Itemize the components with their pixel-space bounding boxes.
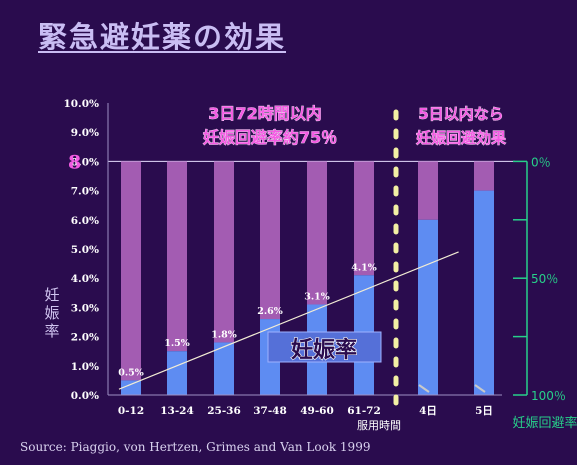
y-tick-label: 4.0%	[71, 273, 99, 285]
right-axis-tick-label: 50％	[531, 272, 558, 286]
bar-remainder	[354, 161, 374, 276]
bar-remainder	[307, 161, 327, 305]
bar-value	[167, 351, 187, 395]
x-tick-label: 0-12	[118, 405, 144, 417]
y-axis-title-char: 妊	[44, 286, 59, 304]
bar-value	[474, 190, 494, 395]
pregnancy-rate-label-box	[267, 331, 382, 363]
y-tick-label: 5.0%	[71, 244, 99, 256]
y-marker-8: 8	[68, 151, 81, 173]
bar-value	[121, 380, 141, 395]
annotation-5day-line2: 妊娠回避効果	[416, 129, 507, 147]
y-tick-label: 2.0%	[71, 332, 99, 344]
x-tick-label: 25-36	[207, 405, 241, 417]
pregnancy-rate-label: 妊娠率	[291, 337, 357, 363]
x-axis-title: 服用時間	[357, 419, 401, 432]
x-tick-label: 49-60	[300, 405, 334, 417]
y-tick-label: 7.0%	[71, 186, 99, 198]
y-tick-label: 8.0%	[71, 156, 99, 168]
source-note: Source: Piaggio, von Hertzen, Grimes and…	[20, 440, 371, 454]
annotation-72h-line1: 3日72時間以内	[208, 104, 321, 123]
x-tick-label: 61-72	[347, 405, 381, 417]
bar-data-label: 1.5%	[164, 338, 190, 349]
y-tick-label: 0.0%	[71, 390, 99, 402]
y-tick-label: 10.0%	[63, 98, 99, 110]
bar-data-label: 3.1%	[304, 291, 330, 302]
annotation-5day-line1: 5日以内なら	[418, 105, 503, 123]
y-axis-title-char: 娠	[44, 304, 59, 322]
bar-data-label: 2.6%	[257, 306, 283, 317]
right-axis-title: 妊娠回避率	[512, 415, 577, 431]
x-tick-label: 37-48	[253, 405, 287, 417]
x-tick-label: 5日	[475, 405, 493, 417]
trend-line	[118, 251, 459, 390]
right-axis-tick-label: 100％	[531, 389, 566, 403]
y-tick-label: 3.0%	[71, 302, 99, 314]
y-axis-title-char: 率	[44, 322, 59, 340]
bar-data-label: 1.8%	[211, 329, 237, 340]
bar-remainder	[121, 161, 141, 381]
annotation-72h-line2: 妊娠回避率約75％	[203, 128, 337, 147]
y-tick-label: 6.0%	[71, 215, 99, 227]
bar-data-label: 0.5%	[118, 367, 144, 378]
y-tick-label: 9.0%	[71, 127, 99, 139]
x-tick-label: 4日	[419, 405, 437, 417]
bar-base-mark	[418, 384, 430, 393]
bar-value	[214, 342, 234, 395]
bar-data-label: 4.1%	[351, 262, 377, 273]
page-title: 緊急避妊薬の効果	[38, 20, 287, 54]
bar-remainder	[260, 161, 280, 320]
bar-remainder	[214, 161, 234, 343]
bar-remainder	[167, 161, 187, 352]
y-tick-label: 1.0%	[71, 361, 99, 373]
x-tick-label: 13-24	[160, 405, 194, 417]
bar-value	[418, 219, 438, 395]
bar-remainder	[418, 161, 438, 220]
bar-remainder	[474, 161, 494, 191]
bar-base-mark	[474, 384, 486, 393]
right-axis-tick-label: 0％	[531, 155, 551, 169]
